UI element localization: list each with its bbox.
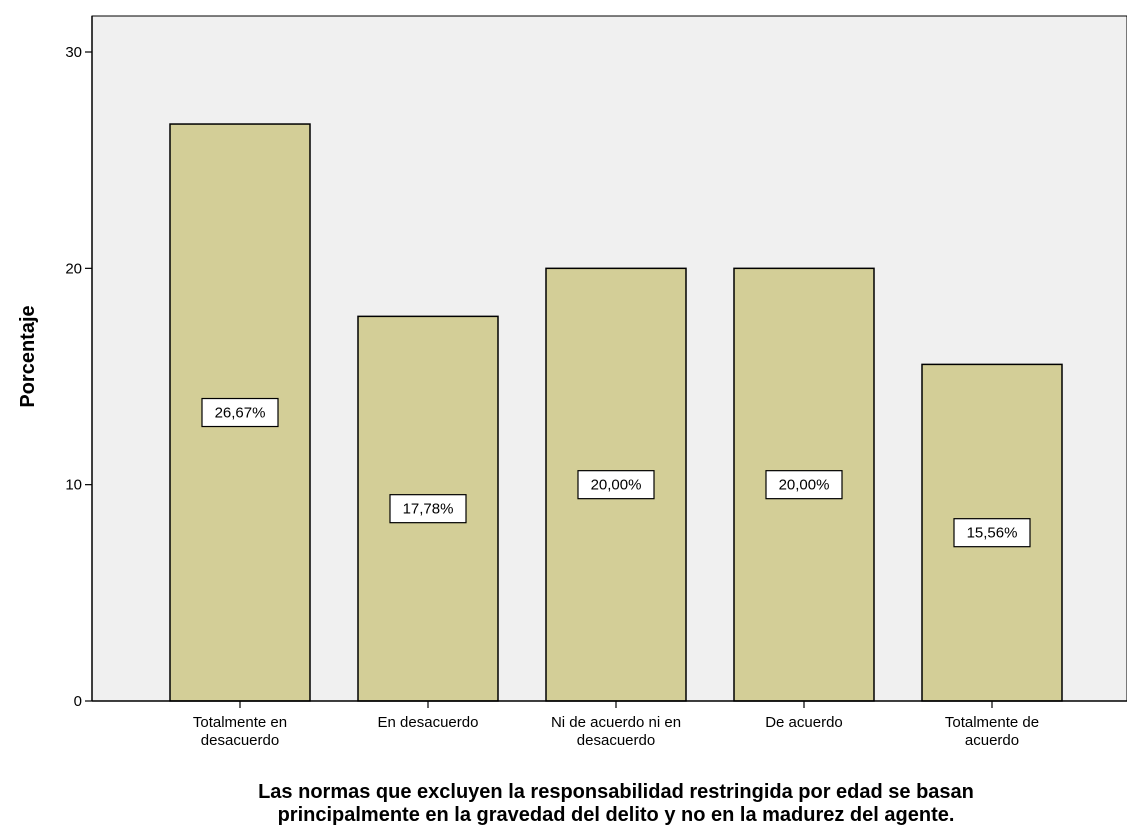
data-label: 20,00% — [779, 477, 830, 494]
data-label-box — [201, 397, 279, 428]
data-label-box — [765, 470, 843, 500]
data-label: 26,67% — [215, 405, 266, 422]
x-category-label: Ni de acuerdo ni en desacuerdo — [551, 714, 681, 749]
x-category-label: De acuerdo — [765, 714, 843, 731]
x-category-label: Totalmente en desacuerdo — [193, 714, 287, 749]
y-tick-label: 10 — [65, 477, 82, 494]
data-label: 20,00% — [591, 477, 642, 494]
y-tick-label: 0 — [74, 693, 82, 710]
y-tick-label: 20 — [65, 260, 82, 277]
data-label-box — [389, 494, 467, 524]
y-tick-label: 30 — [65, 44, 82, 61]
x-category-label: En desacuerdo — [378, 714, 479, 731]
y-axis-title: Porcentaje — [17, 305, 39, 407]
x-axis-title: Las normas que excluyen la responsabilid… — [258, 781, 974, 826]
data-label: 15,56% — [967, 525, 1018, 542]
x-category-label: Totalmente de acuerdo — [945, 714, 1039, 749]
data-label-box — [577, 470, 655, 500]
data-label: 17,78% — [403, 501, 454, 518]
data-label-box — [953, 518, 1031, 548]
